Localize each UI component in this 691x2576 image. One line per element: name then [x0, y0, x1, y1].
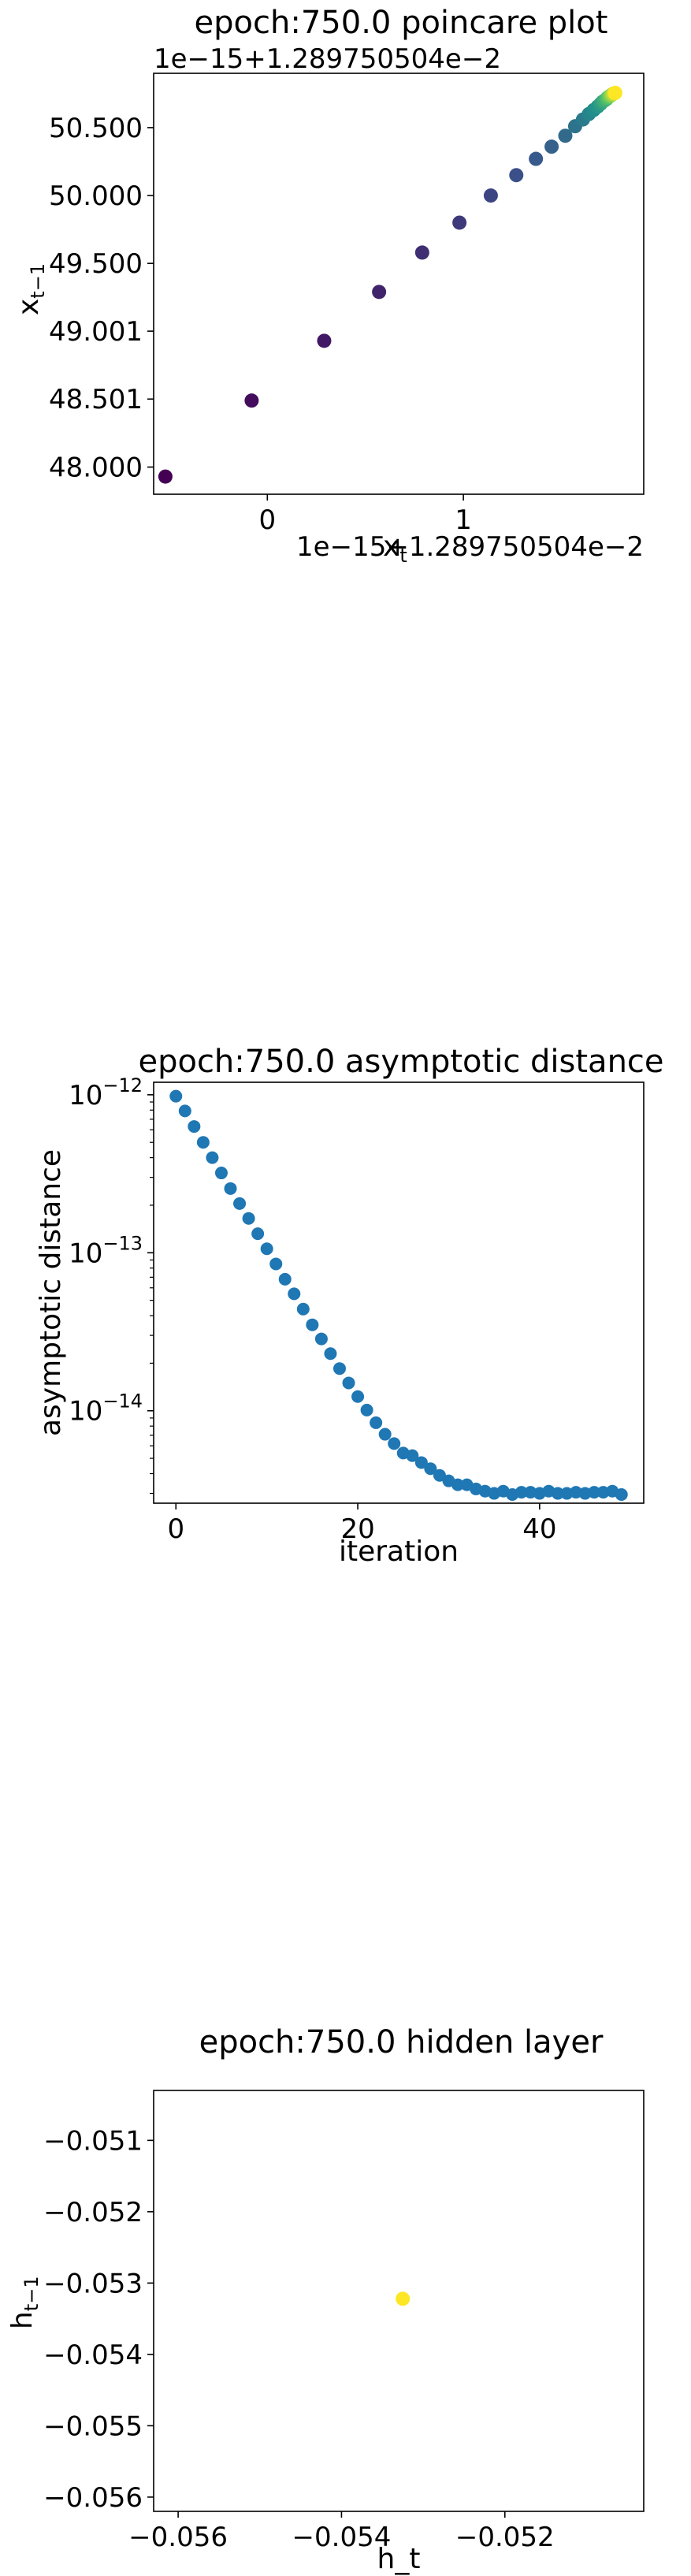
data-point — [433, 1469, 446, 1482]
x-axis-label: h_t — [377, 2543, 421, 2575]
y-tick-label: −0.051 — [43, 2125, 143, 2157]
data-point — [396, 2291, 411, 2306]
data-point — [588, 1486, 601, 1499]
data-point — [214, 1167, 228, 1180]
data-point — [324, 1347, 337, 1361]
data-point — [233, 1197, 247, 1210]
data-point — [332, 1362, 346, 1375]
data-point — [483, 188, 498, 203]
data-point — [206, 1151, 219, 1164]
plot-frame — [153, 2090, 645, 2512]
data-point — [314, 1332, 328, 1346]
data-point — [615, 1488, 628, 1502]
data-point — [260, 1242, 273, 1256]
data-point — [370, 1416, 383, 1429]
chart-title: epoch:750.0 hidden layer — [199, 2024, 604, 2060]
x-tick-label: 40 — [522, 1513, 556, 1545]
data-point — [351, 1390, 365, 1403]
data-point — [544, 140, 559, 154]
data-point — [509, 168, 524, 183]
x-tick-label: −0.052 — [455, 2522, 555, 2553]
y-tick-label: −0.056 — [43, 2482, 143, 2514]
y-axis-label: asymptotic distance — [35, 1149, 67, 1436]
x-tick-label: −0.056 — [128, 2522, 228, 2553]
y-tick-label: 49.001 — [49, 316, 143, 348]
plot-frame — [153, 73, 645, 495]
y-tick-label: 49.500 — [49, 248, 143, 280]
y-tick-label: 48.000 — [49, 452, 143, 484]
data-point — [158, 469, 173, 484]
data-point — [342, 1376, 355, 1390]
data-point — [378, 1428, 392, 1441]
data-point — [558, 128, 573, 143]
data-point — [288, 1287, 301, 1301]
data-point — [372, 285, 387, 300]
chart-title: epoch:750.0 poincare plot — [195, 5, 608, 41]
data-point — [388, 1437, 401, 1450]
x-offset-label: 1e−15+1.289750504e−2 — [296, 531, 644, 563]
data-point — [607, 85, 622, 100]
data-point — [406, 1449, 419, 1462]
data-point — [169, 1089, 183, 1103]
data-point — [296, 1302, 310, 1316]
data-point — [196, 1136, 210, 1149]
x-tick-label: 20 — [340, 1513, 374, 1545]
x-axis-label: iteration — [339, 1536, 459, 1568]
y-tick-label: 10−14 — [69, 1390, 143, 1428]
y-tick-label: 50.000 — [49, 181, 143, 212]
y-axis-label: ht−1 — [6, 2276, 43, 2329]
y-axis-label: xt−1 — [13, 263, 49, 315]
data-point — [515, 1486, 528, 1499]
data-point — [414, 1456, 428, 1469]
data-point — [178, 1104, 191, 1118]
y-tick-label: −0.053 — [43, 2268, 143, 2299]
y-offset-label: 1e−15+1.289750504e−2 — [154, 43, 501, 75]
data-point — [452, 215, 467, 230]
y-tick-label: 10−13 — [69, 1232, 143, 1269]
data-point — [360, 1403, 373, 1416]
data-point — [551, 1487, 564, 1500]
data-point — [188, 1120, 201, 1134]
x-tick-label: −0.054 — [292, 2522, 392, 2553]
chart-title: epoch:750.0 asymptotic distance — [138, 1044, 663, 1080]
data-point — [306, 1318, 319, 1331]
y-tick-label: 48.501 — [49, 384, 143, 415]
data-point — [529, 151, 544, 166]
y-tick-label: −0.055 — [43, 2410, 143, 2442]
plot-frame — [153, 1081, 645, 1504]
data-point — [251, 1227, 265, 1241]
x-axis-label: xt — [383, 530, 407, 567]
data-point — [244, 393, 259, 408]
data-point — [224, 1182, 237, 1195]
y-tick-label: 10−12 — [69, 1074, 143, 1111]
y-tick-label: 50.500 — [49, 113, 143, 144]
y-tick-label: −0.054 — [43, 2340, 143, 2371]
y-tick-label: −0.052 — [43, 2197, 143, 2228]
data-point — [242, 1212, 255, 1225]
data-point — [317, 333, 332, 348]
x-tick-label: 0 — [258, 504, 276, 536]
x-tick-label: 0 — [167, 1513, 184, 1545]
data-point — [414, 245, 429, 260]
data-point — [269, 1257, 283, 1271]
data-point — [278, 1272, 292, 1286]
data-point — [424, 1462, 437, 1476]
data-point — [451, 1478, 465, 1491]
x-tick-label: 1 — [455, 504, 472, 536]
